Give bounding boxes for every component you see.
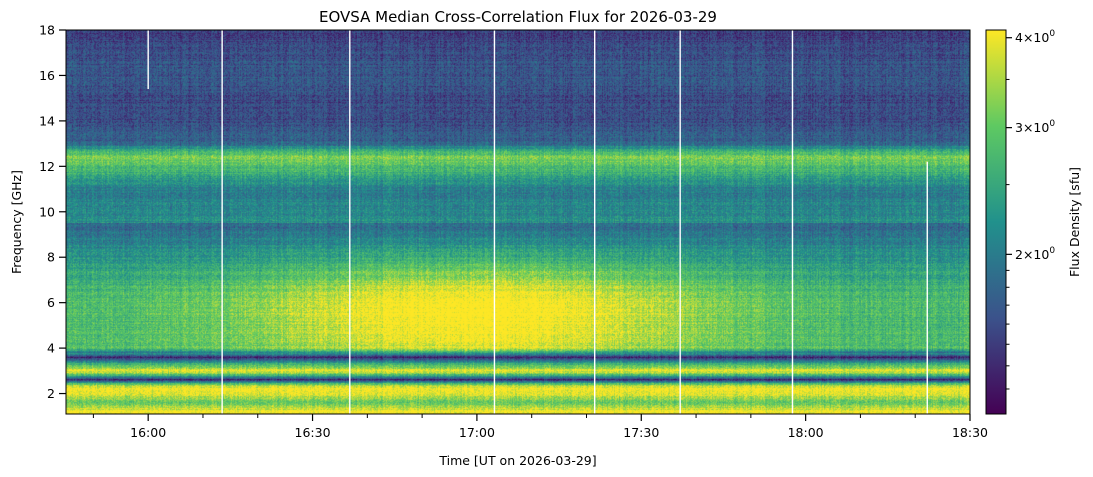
colorbar-tick-label: 2×100 <box>1015 246 1055 262</box>
colorbar-label: Flux Density [sfu] <box>1067 167 1082 277</box>
x-tick-label: 16:30 <box>295 425 331 440</box>
y-tick-label: 10 <box>39 204 55 219</box>
spectrogram-image <box>66 30 970 414</box>
y-tick-label: 8 <box>47 250 55 265</box>
colorbar-axis: 2×100 3×100 4×100 <box>1006 29 1055 390</box>
colorbar-tick-label: 4×100 <box>1015 29 1055 45</box>
x-tick-label: 18:30 <box>952 425 988 440</box>
data-gap-layer <box>147 30 928 414</box>
y-tick-label: 12 <box>39 159 55 174</box>
y-tick-label: 4 <box>47 341 55 356</box>
y-axis-label: Frequency [GHz] <box>9 170 24 274</box>
x-tick-label: 17:30 <box>623 425 659 440</box>
x-tick-label: 18:00 <box>788 425 824 440</box>
y-tick-label: 6 <box>47 295 55 310</box>
colorbar <box>985 29 1007 415</box>
y-tick-label: 16 <box>39 68 55 83</box>
x-axis: 16:00 16:30 17:00 17:30 18:00 18:30 <box>92 414 988 440</box>
y-tick-label: 2 <box>47 386 55 401</box>
x-tick-label: 16:00 <box>130 425 166 440</box>
x-axis-label: Time [UT on 2026-03-29] <box>438 453 596 468</box>
y-tick-label: 18 <box>39 23 55 38</box>
plot-area <box>66 30 970 414</box>
x-tick-label: 17:00 <box>459 425 495 440</box>
y-tick-label: 14 <box>39 113 55 128</box>
colorbar-tick-label: 3×100 <box>1015 119 1055 135</box>
y-axis: 2 4 6 8 10 12 14 16 18 <box>39 23 66 401</box>
plot-frame <box>65 29 971 415</box>
chart-title: EOVSA Median Cross-Correlation Flux for … <box>319 8 717 26</box>
